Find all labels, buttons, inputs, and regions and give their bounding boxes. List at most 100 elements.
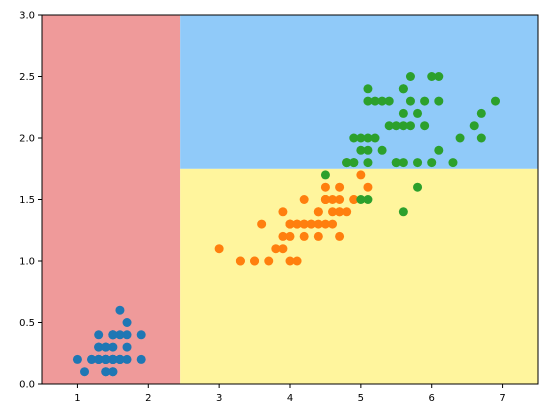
scatter-point <box>278 231 288 241</box>
scatter-point <box>320 182 330 192</box>
y-tick-label: 1.5 <box>19 195 35 206</box>
y-tick-label: 2.0 <box>19 134 35 145</box>
y-tick-label: 1.0 <box>19 257 35 268</box>
scatter-point <box>398 158 408 168</box>
x-tick-label: 4 <box>287 393 293 404</box>
scatter-point <box>356 195 366 204</box>
scatter-point <box>313 231 323 241</box>
scatter-point <box>328 207 338 217</box>
scatter-point <box>342 158 352 168</box>
scatter-point <box>313 207 323 217</box>
decision-region-0 <box>42 15 181 384</box>
scatter-point <box>108 330 118 340</box>
scatter-point <box>377 145 387 155</box>
scatter-point <box>122 330 132 340</box>
scatter-point <box>469 121 479 131</box>
scatter-point <box>264 256 274 266</box>
scatter-point <box>214 244 224 254</box>
scatter-point <box>115 354 125 364</box>
scatter-point <box>94 330 104 340</box>
scatter-point <box>328 219 338 229</box>
y-tick-label: 0.5 <box>19 318 35 329</box>
scatter-point <box>356 133 366 143</box>
scatter-point <box>87 354 97 364</box>
scatter-point <box>122 318 132 327</box>
scatter-points <box>72 72 500 377</box>
scatter-point <box>122 354 132 364</box>
scatter-point <box>335 207 345 217</box>
decision-region-2 <box>180 15 538 169</box>
scatter-point <box>349 195 359 204</box>
scatter-point <box>448 158 458 168</box>
y-tick-label: 2.5 <box>19 72 35 83</box>
scatter-point <box>398 207 408 217</box>
scatter-point <box>370 133 380 143</box>
scatter-point <box>108 342 118 352</box>
scatter-point <box>328 195 338 204</box>
x-tick-label: 3 <box>216 393 222 404</box>
scatter-point <box>476 108 486 118</box>
scatter-point <box>235 256 245 266</box>
scatter-point <box>136 330 146 340</box>
scatter-point <box>434 96 444 106</box>
scatter-point <box>136 354 146 364</box>
scatter-point <box>313 219 323 229</box>
scatter-point <box>413 158 423 168</box>
scatter-point <box>363 195 373 204</box>
scatter-point <box>101 354 111 364</box>
x-tick-label: 1 <box>74 393 80 404</box>
scatter-point <box>349 158 359 168</box>
scatter-point <box>363 158 373 168</box>
scatter-point <box>413 108 423 118</box>
scatter-point <box>122 342 132 352</box>
scatter-point <box>363 182 373 192</box>
scatter-point <box>250 256 260 266</box>
scatter-point <box>363 133 373 143</box>
scatter-point <box>299 219 309 229</box>
x-tick-label: 7 <box>499 393 505 404</box>
scatter-point <box>405 96 415 106</box>
scatter-point <box>398 84 408 94</box>
scatter-point <box>285 219 295 229</box>
scatter-point <box>349 133 359 143</box>
scatter-point <box>356 145 366 155</box>
scatter-point <box>370 96 380 106</box>
scatter-point <box>278 244 288 254</box>
scatter-point <box>320 219 330 229</box>
scatter-point <box>398 121 408 131</box>
scatter-point <box>405 72 415 81</box>
scatter-point <box>115 330 125 340</box>
decision-region-1 <box>180 168 538 384</box>
scatter-point <box>384 121 394 131</box>
scatter-point <box>335 231 345 241</box>
scatter-point <box>434 145 444 155</box>
scatter-point <box>391 158 401 168</box>
scatter-point <box>363 96 373 106</box>
scatter-point <box>476 133 486 143</box>
scatter-point <box>377 96 387 106</box>
scatter-point <box>299 195 309 204</box>
scatter-point <box>94 342 104 352</box>
scatter-point <box>257 219 267 229</box>
scatter-point <box>391 121 401 131</box>
scatter-point <box>108 354 118 364</box>
scatter-point <box>306 219 316 229</box>
scatter-point <box>420 96 430 106</box>
scatter-point <box>427 158 437 168</box>
scatter-point <box>356 170 366 180</box>
scatter-point <box>292 219 302 229</box>
scatter-point <box>320 195 330 204</box>
scatter-point <box>413 182 423 192</box>
x-axis: 1 2 3 4 5 6 7 <box>74 384 506 404</box>
scatter-point <box>434 72 444 81</box>
scatter-point <box>80 367 90 377</box>
scatter-point <box>101 342 111 352</box>
x-tick-label: 6 <box>429 393 435 404</box>
scatter-point <box>278 207 288 217</box>
scatter-point <box>363 145 373 155</box>
scatter-point <box>101 367 111 377</box>
scatter-point <box>299 231 309 241</box>
scatter-point <box>292 256 302 266</box>
scatter-point <box>94 354 104 364</box>
